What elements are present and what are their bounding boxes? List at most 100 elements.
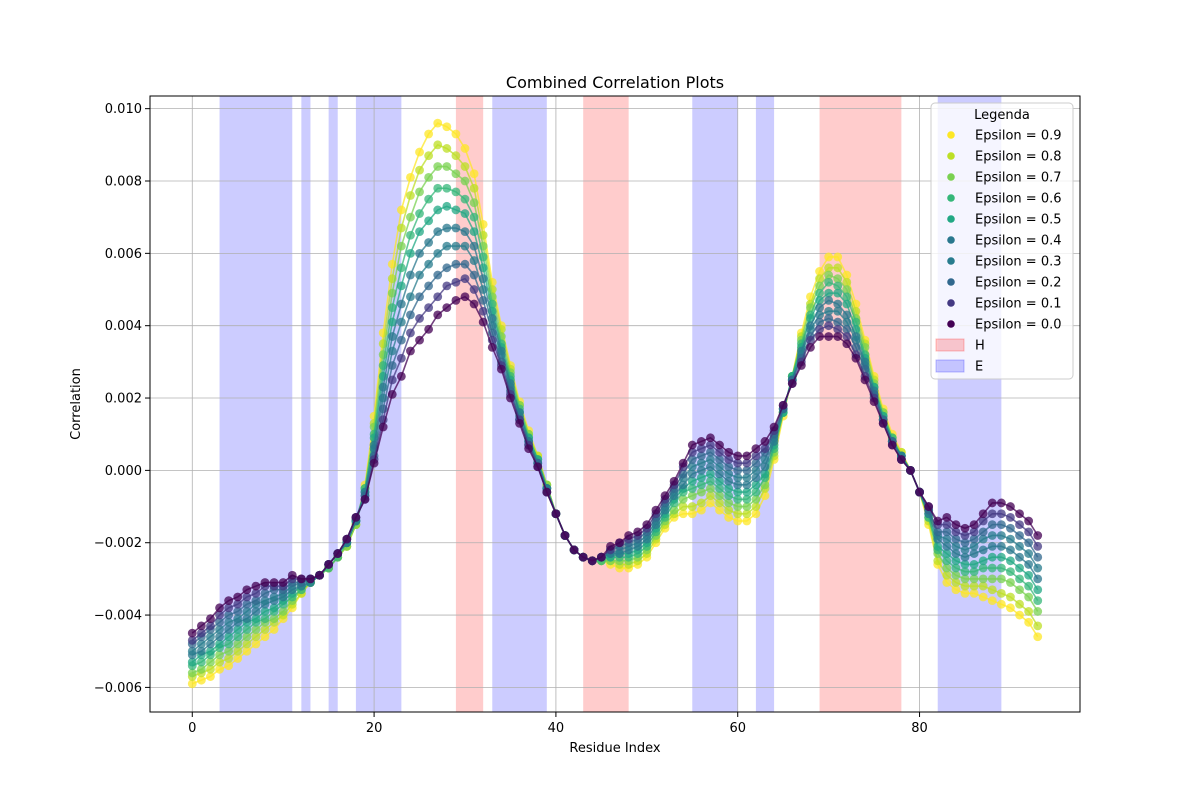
point-9-78 — [896, 455, 906, 464]
point-8-90 — [1006, 513, 1015, 522]
point-4-72 — [842, 299, 852, 309]
point-8-61 — [742, 458, 752, 468]
point-9-63 — [760, 437, 770, 446]
point-1-93 — [1033, 621, 1043, 631]
point-5-28 — [442, 223, 452, 233]
point-2-54 — [678, 494, 688, 504]
point-9-34 — [496, 364, 506, 374]
point-6-3 — [215, 625, 224, 634]
point-8-26 — [424, 303, 434, 312]
legend-marker-4 — [947, 215, 955, 223]
point-9-47 — [615, 538, 624, 548]
point-8-70 — [824, 321, 834, 331]
point-1-91 — [1015, 599, 1024, 609]
point-6-1 — [196, 639, 206, 649]
point-7-57 — [706, 447, 715, 457]
point-5-62 — [751, 473, 761, 483]
point-8-7 — [251, 588, 261, 598]
point-5-60 — [733, 480, 743, 490]
point-4-30 — [460, 209, 470, 218]
legend-label-0: Epsilon = 0.9 — [975, 129, 1062, 144]
point-2-93 — [1033, 607, 1043, 616]
point-9-35 — [506, 393, 515, 403]
chart-title: Combined Correlation Plots — [506, 73, 724, 92]
point-7-55 — [687, 455, 697, 464]
point-4-24 — [406, 248, 415, 258]
point-6-69 — [815, 310, 824, 320]
point-3-89 — [996, 563, 1006, 573]
point-0-87 — [978, 592, 988, 602]
point-8-71 — [833, 324, 843, 334]
point-9-25 — [415, 335, 424, 345]
legend-marker-7 — [947, 278, 955, 286]
point-9-5 — [233, 592, 243, 602]
point-7-32 — [478, 295, 488, 305]
point-5-69 — [815, 303, 824, 312]
region-H-4 — [455, 96, 484, 712]
point-2-1 — [196, 664, 206, 674]
point-9-6 — [242, 585, 252, 595]
point-7-5 — [233, 607, 243, 616]
point-0-8 — [260, 632, 270, 642]
point-9-65 — [778, 400, 788, 410]
x-axis-ticks: 0 20 40 60 80 — [188, 712, 928, 736]
point-2-23 — [396, 241, 406, 251]
point-6-90 — [1006, 534, 1015, 544]
point-3-5 — [233, 632, 243, 642]
point-3-92 — [1024, 581, 1034, 591]
region-E-8 — [755, 96, 775, 712]
point-9-2 — [206, 614, 215, 624]
legend-region-swatch-E — [935, 359, 965, 373]
point-8-59 — [724, 455, 734, 464]
point-2-60 — [733, 502, 743, 511]
point-2-3 — [215, 650, 224, 660]
point-7-85 — [960, 538, 970, 548]
point-6-2 — [206, 632, 215, 642]
point-3-85 — [960, 567, 970, 577]
point-7-29 — [451, 259, 461, 269]
point-5-6 — [242, 614, 252, 624]
point-7-59 — [724, 462, 734, 472]
legend-label-1: Epsilon = 0.8 — [975, 150, 1062, 165]
point-6-84 — [951, 541, 961, 551]
point-2-70 — [824, 270, 834, 280]
point-9-10 — [278, 578, 288, 587]
point-5-61 — [742, 480, 752, 490]
grid-lines — [150, 96, 1080, 712]
point-6-68 — [806, 324, 815, 334]
point-7-28 — [442, 263, 452, 273]
point-9-1 — [196, 621, 206, 631]
point-7-30 — [460, 259, 470, 269]
point-0-55 — [687, 509, 697, 519]
point-4-59 — [724, 484, 734, 493]
y-tick-label-3: 0.000 — [105, 464, 142, 479]
point-4-3 — [215, 639, 224, 649]
point-5-89 — [996, 541, 1006, 551]
point-8-63 — [760, 444, 770, 454]
point-5-84 — [951, 549, 961, 558]
point-7-87 — [978, 527, 988, 537]
point-8-4 — [224, 603, 234, 613]
x-tick-label-0: 0 — [188, 721, 196, 736]
x-tick-label-3: 60 — [729, 721, 746, 736]
point-1-26 — [424, 151, 434, 161]
point-9-39 — [542, 487, 552, 497]
point-2-27 — [433, 162, 443, 171]
point-2-5 — [233, 639, 243, 649]
point-4-86 — [969, 560, 979, 569]
point-4-9 — [269, 603, 279, 613]
point-5-3 — [215, 632, 224, 642]
point-3-93 — [1033, 596, 1043, 605]
point-8-58 — [715, 447, 724, 457]
point-6-9 — [269, 592, 279, 602]
legend-marker-9 — [947, 320, 955, 328]
point-5-85 — [960, 552, 970, 562]
point-8-27 — [433, 292, 443, 302]
point-9-40 — [551, 509, 561, 519]
point-9-88 — [987, 498, 997, 508]
point-8-24 — [406, 328, 415, 338]
legend-marker-3 — [947, 194, 955, 202]
point-9-81 — [924, 502, 934, 511]
point-7-92 — [1024, 538, 1034, 548]
point-6-92 — [1024, 549, 1034, 558]
